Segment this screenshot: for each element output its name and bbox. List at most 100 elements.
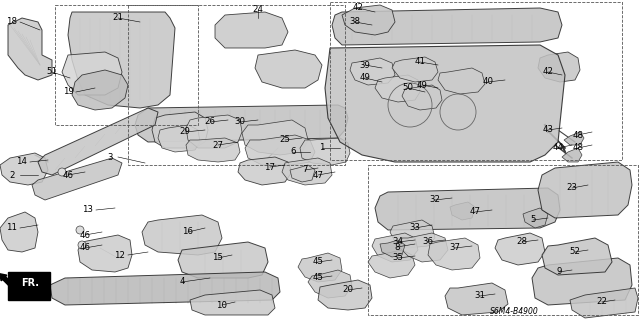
Polygon shape (318, 280, 372, 310)
Polygon shape (300, 138, 350, 165)
Polygon shape (8, 18, 52, 80)
Text: 15: 15 (212, 253, 223, 262)
Polygon shape (325, 45, 565, 162)
Text: 37: 37 (449, 244, 461, 252)
Polygon shape (152, 112, 208, 148)
Polygon shape (372, 233, 418, 262)
Text: 12: 12 (115, 251, 125, 260)
Text: 36: 36 (422, 237, 433, 246)
Text: 42: 42 (543, 68, 554, 76)
Polygon shape (255, 50, 322, 88)
Polygon shape (428, 238, 480, 270)
Text: 47: 47 (470, 207, 481, 217)
Text: 7: 7 (302, 165, 308, 174)
Text: 29: 29 (180, 127, 191, 137)
Text: 41: 41 (415, 58, 426, 67)
Text: 50: 50 (403, 84, 413, 92)
Text: 11: 11 (6, 223, 17, 233)
Polygon shape (538, 52, 580, 82)
Text: 28: 28 (516, 237, 527, 246)
Text: 48: 48 (573, 131, 584, 140)
Text: 34: 34 (392, 237, 403, 246)
Polygon shape (562, 148, 582, 162)
Polygon shape (245, 135, 315, 165)
Polygon shape (38, 108, 158, 175)
Text: 17: 17 (264, 163, 275, 172)
Text: 18: 18 (6, 18, 17, 27)
Text: 21: 21 (113, 13, 124, 22)
Text: 43: 43 (543, 125, 554, 134)
Text: 10: 10 (216, 300, 227, 309)
Polygon shape (186, 138, 240, 162)
Polygon shape (178, 242, 268, 278)
Polygon shape (445, 283, 508, 315)
Text: 20: 20 (342, 285, 353, 294)
Text: 4: 4 (179, 277, 185, 286)
Polygon shape (190, 290, 275, 315)
Circle shape (78, 241, 86, 249)
Circle shape (58, 168, 66, 176)
Polygon shape (50, 272, 280, 305)
Polygon shape (62, 52, 122, 95)
Text: 48: 48 (573, 143, 584, 153)
Text: 45: 45 (312, 274, 323, 283)
Polygon shape (495, 233, 545, 265)
Polygon shape (290, 165, 315, 182)
Polygon shape (72, 70, 128, 110)
Text: 51: 51 (47, 68, 58, 76)
Text: 44: 44 (552, 143, 563, 153)
Text: 16: 16 (182, 228, 193, 236)
Text: 30: 30 (234, 117, 246, 126)
Text: 42: 42 (353, 4, 364, 12)
Text: 49: 49 (360, 74, 371, 83)
Polygon shape (215, 12, 288, 48)
Polygon shape (8, 272, 50, 300)
Text: 23: 23 (566, 183, 577, 193)
Polygon shape (32, 158, 122, 200)
Text: S6M4-B4900: S6M4-B4900 (490, 308, 539, 316)
Polygon shape (438, 68, 485, 94)
Polygon shape (542, 238, 612, 275)
Polygon shape (0, 153, 48, 185)
Polygon shape (400, 233, 448, 262)
Text: 49: 49 (417, 81, 428, 90)
Polygon shape (242, 120, 308, 155)
Polygon shape (282, 158, 332, 185)
Text: 5: 5 (531, 215, 536, 225)
Text: 27: 27 (212, 140, 223, 149)
Polygon shape (135, 105, 348, 142)
Polygon shape (375, 188, 560, 230)
Polygon shape (392, 57, 438, 82)
Text: 46: 46 (79, 230, 90, 239)
Polygon shape (332, 8, 562, 45)
Text: 46: 46 (79, 244, 90, 252)
Polygon shape (532, 258, 632, 305)
Polygon shape (142, 215, 222, 255)
Polygon shape (390, 220, 435, 248)
Text: 1: 1 (319, 143, 324, 153)
Polygon shape (570, 288, 638, 318)
Polygon shape (308, 270, 352, 298)
Text: 22: 22 (596, 298, 607, 307)
Polygon shape (450, 202, 475, 220)
Text: 40: 40 (483, 77, 493, 86)
Text: 31: 31 (474, 292, 486, 300)
Text: 24: 24 (253, 5, 264, 14)
Polygon shape (564, 132, 584, 145)
Polygon shape (78, 235, 132, 272)
Polygon shape (186, 115, 242, 148)
Text: 9: 9 (556, 268, 562, 276)
Polygon shape (158, 125, 200, 152)
Text: 35: 35 (392, 253, 403, 262)
Text: 13: 13 (83, 205, 93, 214)
Polygon shape (375, 75, 420, 102)
Text: 3: 3 (108, 153, 113, 162)
FancyArrow shape (0, 274, 19, 293)
Text: 14: 14 (17, 157, 28, 166)
Text: 26: 26 (205, 117, 216, 126)
Text: 8: 8 (394, 243, 400, 252)
Text: 52: 52 (570, 247, 580, 257)
Polygon shape (402, 85, 442, 110)
Polygon shape (238, 157, 292, 185)
Text: 19: 19 (63, 87, 74, 97)
